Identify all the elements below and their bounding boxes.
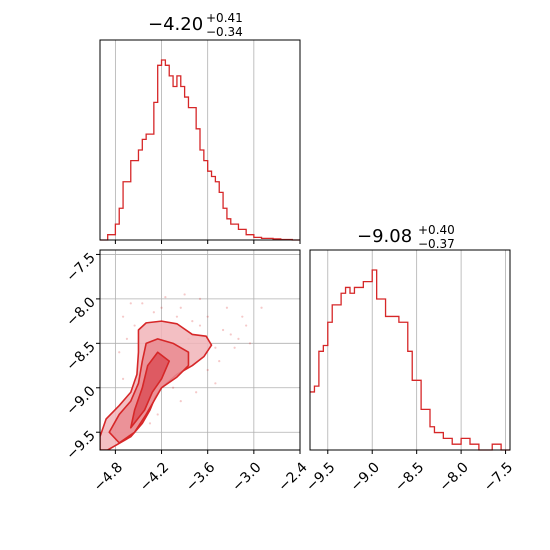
scatter-point (171, 386, 175, 389)
panel-marginal-param-2: −9.5 −9.0 −8.5 −8.0 −7.5 (303, 249, 516, 495)
scatter-point (129, 302, 132, 305)
scatter-point (133, 324, 136, 327)
x-tick-label: −8.0 (437, 459, 472, 494)
panel-marginal-param-1 (99, 39, 301, 244)
title-param-1-plus: +0.41 (206, 11, 243, 25)
x-tick-label: −2.4 (275, 459, 310, 494)
scatter-point (152, 311, 155, 314)
x-tick-label: −9.5 (303, 459, 338, 494)
scatter-point (206, 315, 209, 318)
scatter-point (118, 351, 121, 354)
y-tick-label: −9.5 (63, 428, 98, 463)
y-tick-label: −9.0 (63, 383, 98, 418)
scatter-point (233, 346, 236, 349)
scatter-point (221, 328, 225, 332)
y-tick-label: −7.5 (63, 250, 98, 285)
scatter-point (121, 377, 125, 380)
x-tick-label: −3.0 (229, 459, 264, 494)
x-tick-label: −7.5 (481, 459, 516, 494)
scatter-point (248, 342, 252, 345)
scatter-point (121, 315, 125, 318)
title-param-2-median: −9.08 (357, 226, 412, 247)
scatter-point (148, 422, 152, 425)
panel-joint-param-1-param-2: −4.8 −4.2 −3.6 −3.0 −2.4 −7.5 −8.0 −8.5 −9.0 −9.5 (63, 249, 311, 495)
scatter-point (183, 293, 186, 296)
title-param-2-minus: −0.37 (418, 237, 455, 251)
x-tick-label: −9.0 (348, 459, 383, 494)
scatter-point (191, 320, 194, 323)
scatter-point (225, 306, 229, 309)
x-tick-label: −8.5 (392, 459, 427, 494)
scatter-point (241, 315, 244, 318)
scatter-point (214, 346, 217, 349)
scatter-point (160, 306, 163, 309)
y-tick-label: −8.0 (63, 294, 98, 329)
scatter-point (229, 333, 232, 336)
scatter-point (156, 413, 159, 416)
scatter-point (245, 324, 248, 327)
scatter-point (198, 324, 202, 327)
scatter-point (125, 337, 129, 340)
joint-plot-area (100, 293, 263, 450)
scatter-point (195, 391, 198, 394)
title-param-1-median: −4.20 (148, 14, 203, 35)
y-tick-label: −8.5 (63, 339, 98, 374)
title-param-1-minus: −0.34 (206, 25, 243, 39)
histogram-step-line (310, 269, 510, 451)
scatter-point (260, 306, 263, 309)
scatter-point (206, 368, 209, 372)
scatter-point (179, 306, 182, 309)
x-tick-label: −3.6 (183, 459, 218, 494)
panel-frame (309, 249, 511, 451)
scatter-point (214, 382, 217, 385)
scatter-point (179, 400, 182, 403)
panel-frame (99, 39, 301, 241)
scatter-point (218, 360, 221, 363)
scatter-point (198, 297, 202, 300)
title-param-2-plus: +0.40 (418, 223, 455, 237)
scatter-point (237, 337, 240, 340)
histogram-step-line (100, 59, 300, 241)
x-tick-label: −4.2 (137, 459, 172, 494)
panel-frame (99, 249, 301, 451)
scatter-point (175, 315, 179, 318)
contour-level (129, 351, 171, 429)
scatter-point (141, 302, 144, 305)
x-tick-label: −4.8 (91, 459, 126, 494)
scatter-point (164, 296, 167, 299)
